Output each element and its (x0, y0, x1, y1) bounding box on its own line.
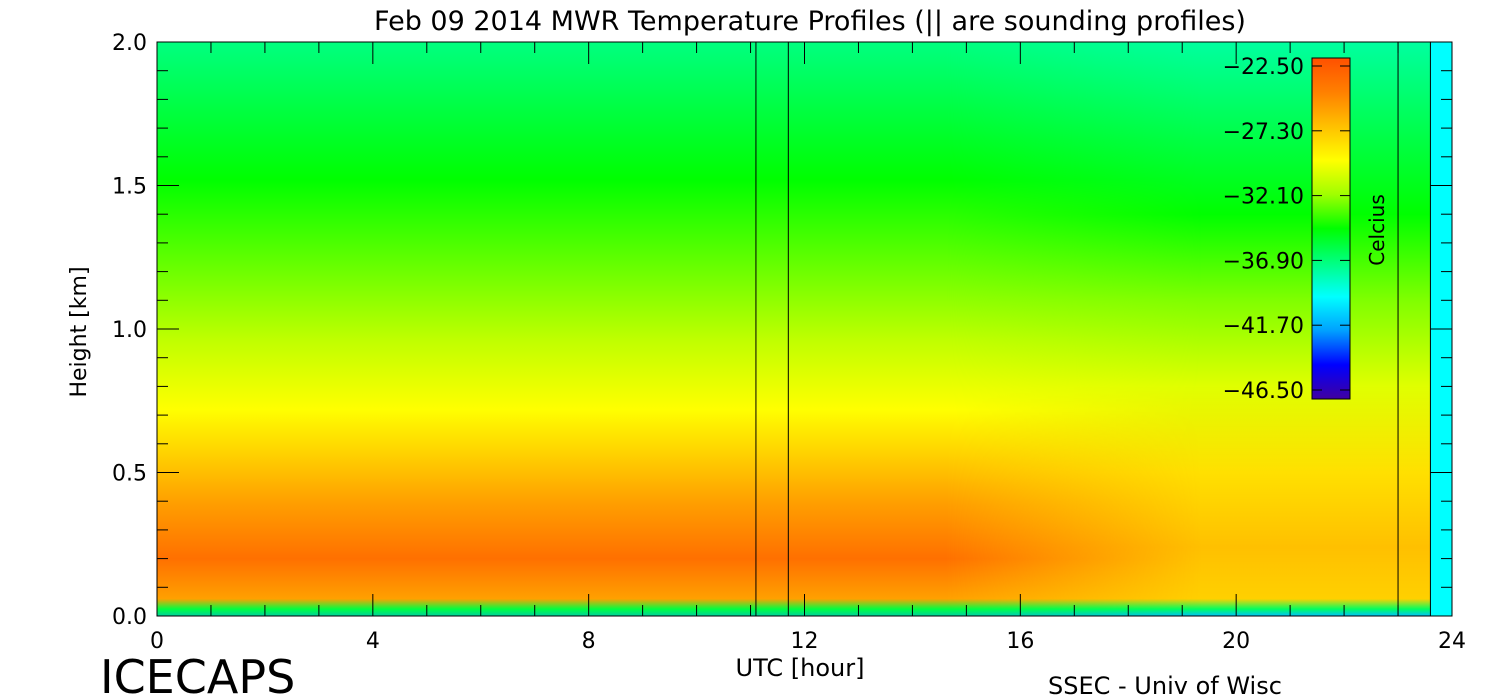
footer-right-credit: SSEC - Univ of Wisc (1048, 672, 1282, 700)
colorbar-tick-label: −22.50 (1223, 55, 1304, 80)
colorbar: −22.50 −27.30 −32.10 −36.90 −41.70 −46.50 Cel… (1223, 55, 1389, 404)
colorbar-tick-label: −46.50 (1223, 379, 1304, 404)
heatmap-warm-layer (157, 42, 1431, 616)
colorbar-tick-label: −27.30 (1223, 120, 1304, 145)
x-tick-label: 12 (791, 629, 819, 654)
footer-left-logo: ICECAPS (100, 650, 295, 700)
chart-title: Feb 09 2014 MWR Temperature Profiles (||… (374, 6, 1246, 37)
y-tick-label: 2.0 (112, 31, 147, 56)
x-tick-label: 4 (366, 629, 380, 654)
colorbar-ticks: −22.50 −27.30 −32.10 −36.90 −41.70 −46.50 (1223, 55, 1350, 404)
y-tick-label: 1.5 (112, 175, 147, 200)
y-axis-label: Height [km] (67, 266, 92, 397)
y-tick-label: 0.0 (112, 605, 147, 630)
x-tick-label: 24 (1438, 629, 1466, 654)
colorbar-tick-label: −41.70 (1223, 314, 1304, 339)
y-axis: 0.0 0.5 1.0 1.5 2.0 (112, 31, 1452, 630)
colorbar-tick-label: −36.90 (1223, 249, 1304, 274)
y-tick-label: 0.5 (112, 462, 147, 487)
colorbar-tick-label: −32.10 (1223, 185, 1304, 210)
x-axis: 0 4 8 12 16 20 24 (150, 42, 1466, 654)
colorbar-label: Celcius (1365, 194, 1389, 265)
x-tick-label: 20 (1222, 629, 1250, 654)
colorbar-scale (1311, 57, 1351, 400)
x-tick-label: 16 (1006, 629, 1034, 654)
x-axis-label: UTC [hour] (736, 654, 865, 682)
x-tick-label: 8 (582, 629, 596, 654)
y-tick-label: 1.0 (112, 318, 147, 343)
x-tick-label: 0 (150, 629, 164, 654)
heatmap-field (157, 42, 1452, 616)
